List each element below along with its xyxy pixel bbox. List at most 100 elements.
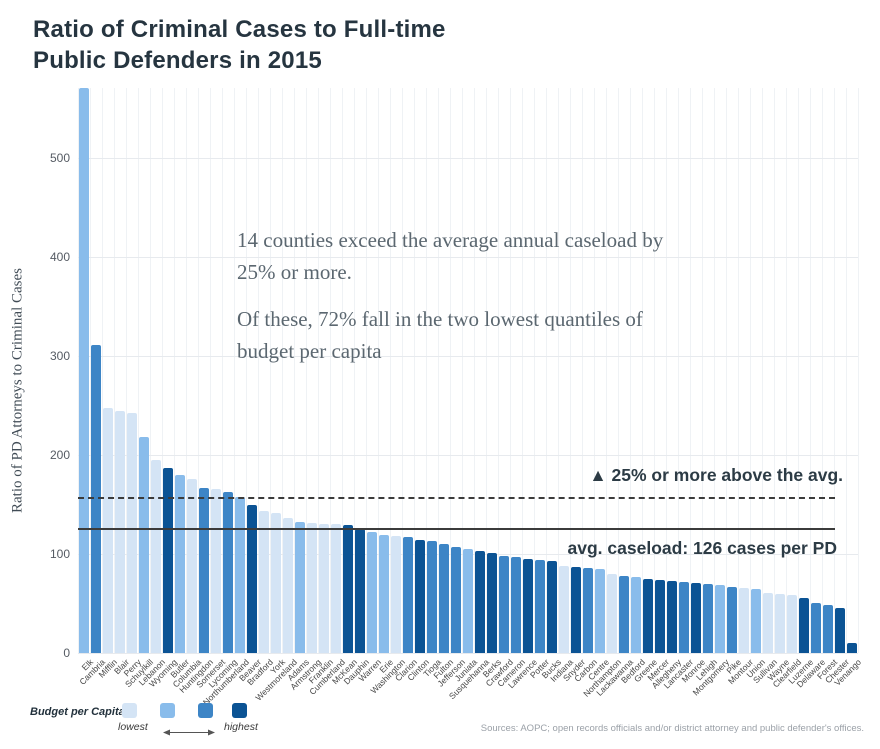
bar-juniata <box>463 549 473 653</box>
vertical-gridline <box>246 88 247 653</box>
vertical-gridline <box>258 88 259 653</box>
vertical-gridline <box>210 88 211 653</box>
vertical-gridline <box>450 88 451 653</box>
vertical-gridline <box>558 88 559 653</box>
horizontal-gridline <box>78 455 858 456</box>
bar-forest <box>823 604 833 653</box>
bar-tioga <box>427 541 437 653</box>
plot-area: 0 100 200 300 400 500 Elk Cambria Mifflin Blair Pe… <box>50 88 863 707</box>
bar-fulton <box>439 544 449 653</box>
bar-somerset <box>211 488 221 653</box>
y-tick-label: 500 <box>49 151 70 165</box>
bar-berks <box>487 553 497 653</box>
vertical-gridline <box>390 88 391 653</box>
bar-lycoming <box>223 491 233 653</box>
bar-clearfield <box>787 594 797 653</box>
vertical-gridline <box>810 88 811 653</box>
bar-wyoming <box>163 467 173 653</box>
vertical-gridline <box>186 88 187 653</box>
annotation-block: 14 counties exceed the average annual ca… <box>237 224 677 382</box>
vertical-gridline <box>786 88 787 653</box>
bar-bucks <box>547 560 557 653</box>
average-annotation: avg. caseload: 126 cases per PD <box>567 538 837 558</box>
annotation-paragraph-2: Of these, 72% fall in the two lowest qua… <box>237 307 643 363</box>
legend-title: Budget per Capita <box>30 706 125 718</box>
vertical-gridline <box>510 88 511 653</box>
vertical-gridline <box>126 88 127 653</box>
bar-lebanon <box>151 459 161 653</box>
y-tick-label: 200 <box>49 448 70 462</box>
bar-erie <box>379 535 389 653</box>
range-arrow-icon <box>163 724 215 742</box>
bar-huntingdon <box>199 487 209 653</box>
bar-potter <box>535 559 545 653</box>
y-tick-label: 300 <box>49 349 70 363</box>
vertical-gridline <box>486 88 487 653</box>
legend-high-label: highest <box>224 721 258 733</box>
page-title: Ratio of Criminal Cases to Full-time Pub… <box>33 14 446 76</box>
vertical-gridline <box>294 88 295 653</box>
legend-swatch-q4 <box>232 703 247 718</box>
bar-armstrong <box>307 523 317 653</box>
vertical-gridline <box>306 88 307 653</box>
bar-lawrence <box>523 559 533 653</box>
bar-mckean <box>343 525 353 653</box>
bar-bradford <box>259 511 269 653</box>
source-attribution: Sources: AOPC; open records officials an… <box>480 723 864 734</box>
vertical-gridline <box>690 88 691 653</box>
bar-luzerne <box>799 597 809 653</box>
bar-adams <box>295 522 305 653</box>
horizontal-gridline <box>78 653 858 654</box>
vertical-gridline <box>438 88 439 653</box>
bar-dauphin <box>355 529 365 653</box>
threshold-annotation: ▲ 25% or more above the avg. <box>589 465 843 485</box>
bar-chester <box>835 607 845 653</box>
y-axis-title: Ratio of PD Attorneys to Criminal Cases <box>9 268 26 513</box>
bar-westmoreland <box>283 518 293 653</box>
horizontal-gridline <box>78 356 858 357</box>
horizontal-gridline <box>78 257 858 258</box>
vertical-gridline <box>198 88 199 653</box>
bar-sullivan <box>763 592 773 653</box>
vertical-gridline <box>726 88 727 653</box>
vertical-gridline <box>774 88 775 653</box>
legend-swatch-q3 <box>198 703 213 718</box>
vertical-gridline <box>654 88 655 653</box>
bar-perry <box>127 413 137 653</box>
vertical-gridline <box>318 88 319 653</box>
bar-cumberland <box>331 524 341 653</box>
vertical-gridline <box>702 88 703 653</box>
bar-wayne <box>775 593 785 653</box>
bar-jefferson <box>451 547 461 653</box>
vertical-gridline <box>750 88 751 653</box>
vertical-gridline <box>282 88 283 653</box>
bar-greene <box>643 578 653 653</box>
horizontal-gridline <box>78 158 858 159</box>
bar-montour <box>739 587 749 653</box>
bar-northumberland <box>235 496 245 653</box>
bar-franklin <box>319 524 329 653</box>
bar-schuylkill <box>139 437 149 653</box>
bar-clinton <box>415 540 425 653</box>
vertical-gridline <box>498 88 499 653</box>
bar-cameron <box>511 557 521 653</box>
bar-pike <box>727 586 737 653</box>
y-tick-label: 0 <box>63 646 70 660</box>
bar-warren <box>367 532 377 653</box>
bar-beaver <box>247 504 257 653</box>
bar-washington <box>391 536 401 653</box>
bar-venango <box>847 643 857 653</box>
bar-indiana <box>559 565 569 653</box>
vertical-gridline <box>150 88 151 653</box>
vertical-gridline <box>114 88 115 653</box>
vertical-gridline <box>354 88 355 653</box>
vertical-gridline <box>798 88 799 653</box>
vertical-gridline <box>330 88 331 653</box>
vertical-gridline <box>522 88 523 653</box>
bar-carbon <box>583 567 593 653</box>
vertical-gridline <box>762 88 763 653</box>
vertical-gridline <box>714 88 715 653</box>
vertical-gridline <box>90 88 91 653</box>
vertical-gridline <box>834 88 835 653</box>
